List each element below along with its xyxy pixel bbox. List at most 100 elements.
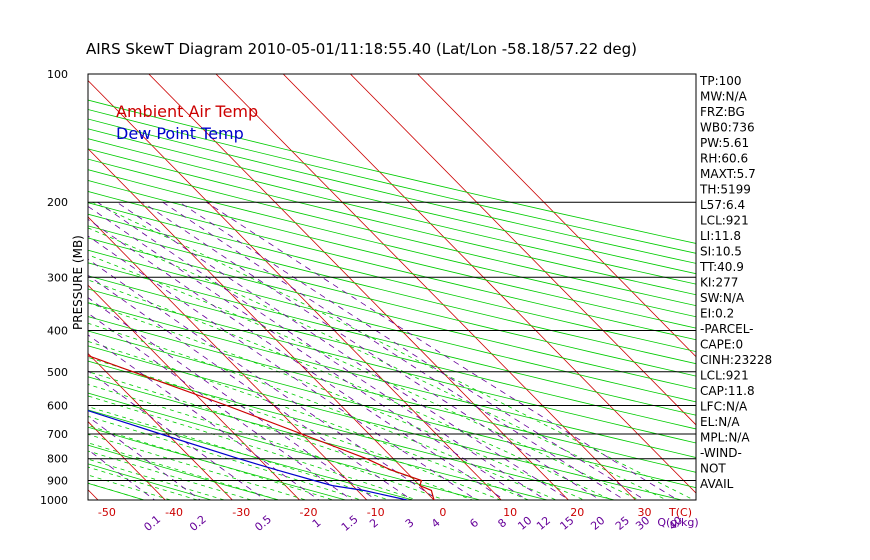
mixing-ratio-line bbox=[88, 258, 439, 500]
dry-adiabat-line bbox=[88, 249, 696, 403]
bottom-temp-tick-label: -10 bbox=[367, 506, 385, 519]
mixing-ratio-tick-label: 1 bbox=[310, 516, 324, 530]
dry-adiabat-line bbox=[88, 202, 696, 353]
pressure-tick-label: 200 bbox=[47, 196, 68, 209]
bottom-temp-tick-label: -20 bbox=[300, 506, 318, 519]
dry-adiabat-line bbox=[88, 118, 696, 264]
mixing-ratio-line bbox=[162, 201, 626, 500]
moist-adiabat-line bbox=[88, 356, 502, 500]
stat-entry: CINH:23228 bbox=[700, 353, 772, 367]
dry-adiabat-line bbox=[88, 138, 696, 285]
mixing-ratio-line bbox=[88, 416, 201, 500]
moist-adiabat-line bbox=[88, 340, 530, 500]
isotherm-line bbox=[88, 489, 99, 500]
mixing-ratio-tick-label: 6 bbox=[467, 516, 481, 530]
bottom-temp-tick-label: 10 bbox=[503, 506, 517, 519]
mixing-ratio-line bbox=[179, 201, 646, 500]
temperature-profile-line bbox=[88, 354, 435, 500]
pressure-tick-label: 400 bbox=[47, 324, 68, 337]
moist-adiabat-line bbox=[88, 395, 418, 500]
stat-entry: KI:277 bbox=[700, 276, 738, 290]
bottom-temp-tick-label: 30 bbox=[637, 506, 651, 519]
isotherm-line bbox=[282, 74, 696, 494]
plot-frame bbox=[87, 73, 697, 501]
dry-adiabat-line bbox=[88, 225, 696, 377]
mixing-ratio-tick-label: 1.5 bbox=[339, 513, 361, 534]
stat-entry: RH:60.6 bbox=[700, 152, 748, 166]
pressure-tick-label: 600 bbox=[47, 399, 68, 412]
dry-adiabat-line bbox=[88, 128, 696, 275]
isotherm-line bbox=[215, 74, 637, 500]
legend-ambient-air-temp: Ambient Air Temp bbox=[116, 102, 258, 121]
dry-adiabat-line bbox=[88, 275, 696, 430]
dry-adiabat-line bbox=[88, 316, 696, 473]
moist-adiabat-line bbox=[88, 384, 446, 500]
bottom-temp-tick-label: -50 bbox=[98, 506, 116, 519]
moist-adiabat-line bbox=[88, 406, 391, 500]
mixing-ratio-line bbox=[206, 201, 679, 500]
mixing-ratio-line bbox=[88, 297, 378, 500]
dry-adiabat-line bbox=[88, 288, 696, 444]
dry-adiabat-line bbox=[88, 360, 617, 500]
mixing-ratio-tick-label: 20 bbox=[588, 514, 607, 533]
stat-entry: SI:10.5 bbox=[700, 245, 742, 259]
mixing-ratio-unit-label: Q(g/kg) bbox=[657, 516, 698, 529]
dewpoint-profile-line bbox=[88, 409, 408, 500]
dry-adiabat-line bbox=[88, 376, 549, 500]
dry-adiabat-line bbox=[88, 463, 213, 500]
stat-entry: NOT bbox=[700, 462, 726, 476]
isotherm-line bbox=[88, 421, 166, 500]
mixing-ratio-line bbox=[88, 235, 478, 500]
isotherm-line bbox=[0, 65, 40, 510]
mixing-ratio-tick-label: 0.1 bbox=[141, 513, 163, 534]
series-layer bbox=[88, 354, 435, 500]
stat-entry: LFC:N/A bbox=[700, 400, 748, 414]
stat-entry: TT:40.9 bbox=[699, 260, 744, 274]
mixing-ratio-tick-label: 25 bbox=[613, 514, 632, 533]
stat-entry: EL:N/A bbox=[700, 415, 740, 429]
stat-entry: MAXT:5.7 bbox=[700, 167, 756, 181]
stat-entry: CAPE:0 bbox=[700, 338, 743, 352]
bottom-temp-tick-label: 0 bbox=[439, 506, 446, 519]
mixing-ratio-tick-label: 0.2 bbox=[187, 513, 209, 534]
isotherm-line bbox=[417, 74, 696, 358]
dry-adiabat-line bbox=[88, 409, 415, 500]
isotherm-line bbox=[148, 74, 569, 500]
stat-entry: PW:5.61 bbox=[700, 136, 749, 150]
dry-adiabat-line bbox=[88, 444, 280, 500]
dry-adiabat-line bbox=[88, 109, 696, 254]
pressure-tick-label: 1000 bbox=[40, 494, 68, 507]
y-axis-label: PRESSURE (MB) bbox=[71, 235, 85, 330]
mixing-ratio-line bbox=[88, 334, 320, 500]
pressure-tick-label: 100 bbox=[47, 68, 68, 81]
dry-adiabat-line bbox=[88, 262, 696, 416]
moist-adiabat-line bbox=[88, 302, 585, 500]
moist-adiabat-line bbox=[92, 201, 695, 500]
mixing-ratio-line bbox=[88, 205, 528, 500]
dry-adiabat-line bbox=[88, 169, 696, 318]
stat-entry: AVAIL bbox=[700, 477, 734, 491]
moist-adiabat-line bbox=[88, 254, 641, 500]
isotherm-line bbox=[349, 74, 696, 426]
mixing-ratio-tick-label: 3 bbox=[403, 516, 417, 530]
dry-adiabat-line bbox=[88, 237, 696, 390]
stat-entry: EI:0.2 bbox=[700, 307, 734, 321]
dry-adiabat-line bbox=[88, 213, 696, 365]
dry-adiabat-line bbox=[88, 191, 696, 341]
dry-adiabat-line bbox=[88, 179, 696, 329]
pressure-tick-label: 900 bbox=[47, 475, 68, 488]
dry-adiabat-line bbox=[88, 302, 696, 458]
stat-entry: FRZ:BG bbox=[700, 105, 745, 119]
bottom-temp-tick-label: -40 bbox=[165, 506, 183, 519]
bottom-temp-tick-label: 20 bbox=[570, 506, 584, 519]
isotherm-line bbox=[88, 352, 233, 500]
legend-dew-point-temp: Dew Point Temp bbox=[116, 124, 244, 143]
pressure-tick-label: 700 bbox=[47, 428, 68, 441]
mixing-ratio-line bbox=[88, 274, 413, 500]
dry-adiabat-line bbox=[88, 392, 482, 500]
grid-layer bbox=[0, 65, 696, 510]
mixing-ratio-tick-label: 10 bbox=[515, 514, 534, 533]
dry-adiabat-line bbox=[88, 345, 684, 500]
stat-entry: LCL:921 bbox=[700, 369, 749, 383]
